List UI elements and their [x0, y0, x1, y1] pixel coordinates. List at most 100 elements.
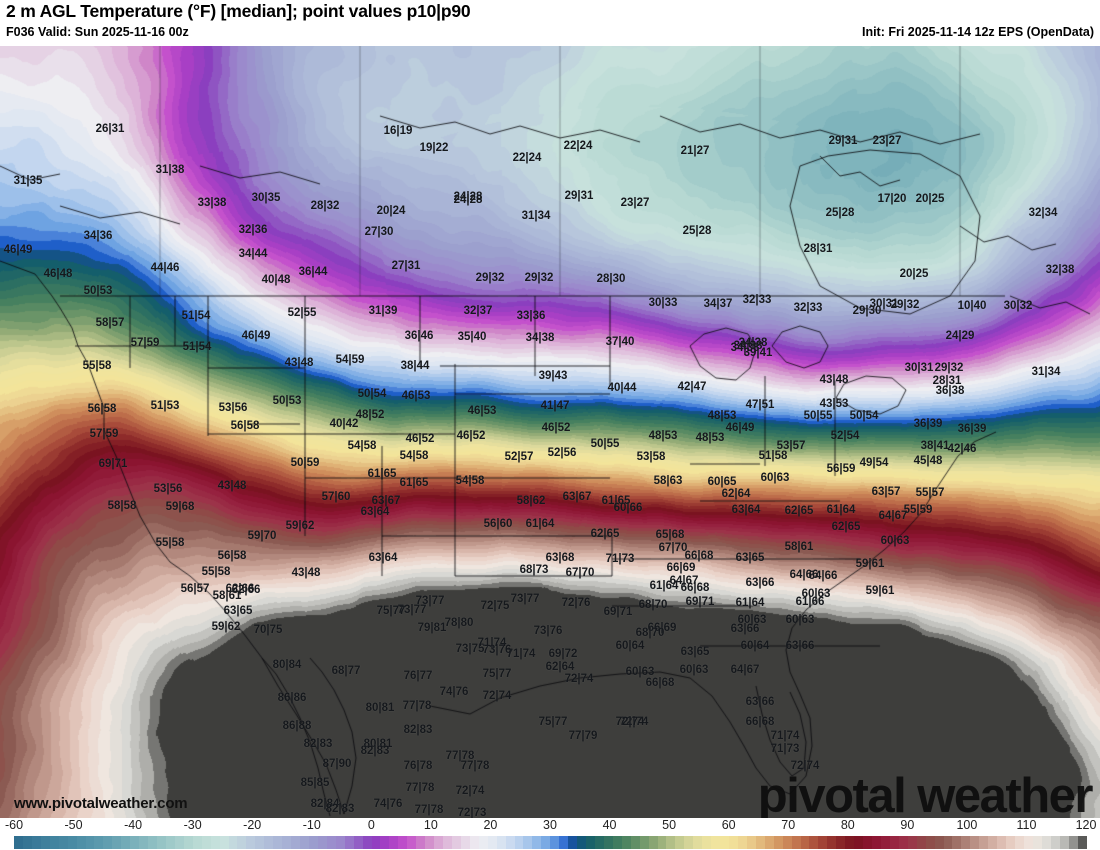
point-value-label: 60|63	[625, 666, 655, 678]
point-value-label: 53|57	[776, 440, 806, 452]
point-value-label: 46|52	[405, 433, 435, 445]
point-value-label: 27|31	[391, 260, 421, 272]
colorbar-gradient	[14, 836, 1087, 849]
point-value-label: 63|57	[871, 486, 901, 498]
point-value-label: 36|44	[298, 266, 328, 278]
point-value-label: 64|67	[730, 664, 760, 676]
point-value-label: 59|68	[165, 501, 195, 513]
colorbar-tick: 0	[367, 818, 375, 832]
point-value-label: 72|75	[480, 600, 510, 612]
point-value-label: 50|53	[83, 285, 113, 297]
point-value-label: 56|58	[217, 550, 247, 562]
point-value-label: 68|73	[519, 564, 549, 576]
point-value-label: 34|36	[83, 230, 113, 242]
point-value-label: 60|63	[880, 535, 910, 547]
point-value-label: 31|39	[368, 305, 398, 317]
point-value-label: 54|58	[399, 450, 429, 462]
point-value-label: 16|19	[383, 125, 413, 137]
point-value-label: 72|74	[790, 760, 820, 772]
colorbar-tick: 20	[483, 818, 498, 832]
point-value-label: 55|57	[915, 487, 945, 499]
point-value-label: 29|32	[890, 299, 920, 311]
point-value-label: 51|54	[181, 310, 211, 322]
point-value-label: 30|31	[904, 362, 934, 374]
point-value-label: 42|46	[947, 443, 977, 455]
point-value-label: 71|74	[770, 730, 800, 742]
point-value-label: 34|38	[733, 340, 763, 352]
point-value-label: 46|49	[725, 422, 755, 434]
point-value-label: 32|33	[793, 302, 823, 314]
point-value-label: 63|65	[680, 646, 710, 658]
point-value-label: 46|53	[467, 405, 497, 417]
point-value-label: 68|70	[635, 627, 665, 639]
point-value-label: 52|56	[547, 447, 577, 459]
point-value-label: 43|48	[284, 357, 314, 369]
point-value-label: 62|65	[590, 528, 620, 540]
point-value-label: 61|64	[649, 580, 679, 592]
point-value-label: 31|38	[155, 164, 185, 176]
point-value-label: 72|73	[457, 807, 487, 818]
point-value-label: 86|88	[282, 720, 312, 732]
point-value-label: 58|62	[516, 495, 546, 507]
colorbar-tick: 60	[721, 818, 736, 832]
colorbar-tick: -30	[183, 818, 202, 832]
point-value-label: 48|53	[707, 410, 737, 422]
point-value-label: 55|58	[155, 537, 185, 549]
point-value-label: 69|72	[548, 648, 578, 660]
page-title: 2 m AGL Temperature (°F) [median]; point…	[6, 1, 471, 21]
point-value-label: 31|34	[521, 210, 551, 222]
point-value-label: 52|57	[504, 451, 534, 463]
point-value-label: 51|53	[150, 400, 180, 412]
point-values-layer: 31|35 26|31 31|38 33|38 30|35 28|32 34|36 32|36…	[0, 46, 1100, 818]
point-value-label: 57|59	[89, 428, 119, 440]
point-value-label: 68|77	[331, 665, 361, 677]
point-value-label: 75|77	[538, 716, 568, 728]
colorbar-tick: 80	[840, 818, 855, 832]
point-value-label: 82|84	[310, 798, 340, 810]
point-value-label: 65|68	[655, 529, 685, 541]
point-value-label: 77|78	[460, 760, 490, 772]
point-value-label: 76|78	[403, 760, 433, 772]
point-value-label: 60|63	[737, 614, 767, 626]
point-value-label: 72|74	[619, 716, 649, 728]
point-value-label: 28|31	[803, 243, 833, 255]
point-value-label: 29|31	[564, 190, 594, 202]
point-value-label: 45|48	[913, 455, 943, 467]
point-value-label: 63|67	[562, 491, 592, 503]
point-value-label: 56|60	[483, 518, 513, 530]
point-value-label: 74|76	[439, 686, 469, 698]
point-value-label: 80|84	[272, 659, 302, 671]
point-value-label: 74|76	[373, 798, 403, 810]
point-value-label: 63|66	[745, 696, 775, 708]
init-time-label: Init: Fri 2025-11-14 12z EPS (OpenData)	[861, 25, 1094, 39]
point-value-label: 49|54	[859, 457, 889, 469]
point-value-label: 17|20	[877, 193, 907, 205]
pivotal-weather-watermark: pivotal weather	[757, 769, 1094, 818]
point-value-label: 62|66	[231, 584, 261, 596]
political-borders-layer	[0, 46, 1100, 818]
point-value-label: 51|54	[182, 341, 212, 353]
point-value-label: 77|79	[568, 730, 598, 742]
point-value-label: 61|65	[601, 495, 631, 507]
point-value-label: 62|64	[545, 661, 575, 673]
point-value-label: 33|38	[197, 197, 227, 209]
point-value-label: 44|46	[150, 262, 180, 274]
point-value-label: 46|49	[241, 330, 271, 342]
point-value-label: 63|66	[745, 577, 775, 589]
point-value-label: 53|56	[153, 483, 183, 495]
point-value-label: 73|77	[510, 593, 540, 605]
point-value-label: 61|64	[525, 518, 555, 530]
point-value-label: 35|40	[457, 331, 487, 343]
point-value-label: 71|74	[506, 648, 536, 660]
point-value-label: 21|27	[680, 145, 710, 157]
point-value-label: 50|55	[590, 438, 620, 450]
point-value-label: 60|63	[785, 614, 815, 626]
point-value-label: 32|33	[742, 294, 772, 306]
point-value-label: 34|44	[238, 248, 268, 260]
point-value-label: 22|24	[512, 152, 542, 164]
point-value-label: 46|53	[401, 390, 431, 402]
point-value-label: 20|25	[915, 193, 945, 205]
point-value-label: 80|81	[363, 738, 393, 750]
point-value-label: 76|77	[403, 670, 433, 682]
temperature-map[interactable]: 31|35 26|31 31|38 33|38 30|35 28|32 34|36 32|36…	[0, 46, 1100, 818]
